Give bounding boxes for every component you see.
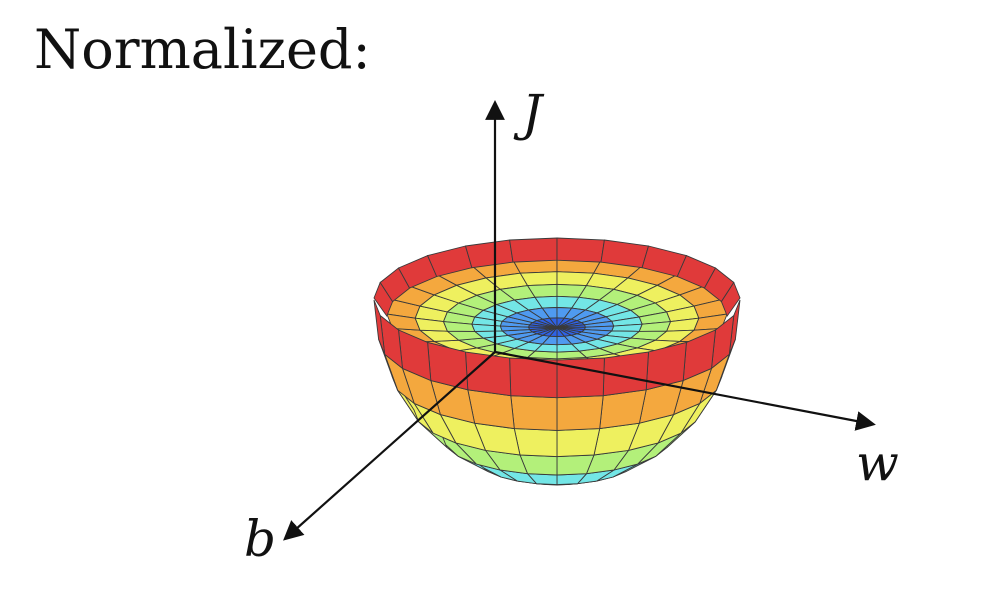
bowl-outer-band [510,395,558,431]
j-axis-label: J [513,84,545,142]
bowl-outer-band [556,395,604,431]
bowl-outer-band [509,357,558,399]
bowl-outer-band [513,428,558,458]
bowl-outer-band [373,299,386,355]
bowl-inner-ring [499,325,531,332]
bowl-outer-band [556,428,601,458]
bowl-outer-surface [373,299,741,486]
w-axis-arrow [494,350,876,431]
b-axis-label: b [244,510,276,568]
slide-title: Normalized: [34,18,371,81]
bowl-rim-back [720,281,741,317]
bowl-outer-band [556,357,605,399]
w-axis-label: w [856,434,899,492]
b-axis-arrow [283,351,496,541]
bowl-inner-ring [527,326,558,331]
bowl-rim-back [509,237,558,263]
bowl-rim-back [556,237,605,263]
